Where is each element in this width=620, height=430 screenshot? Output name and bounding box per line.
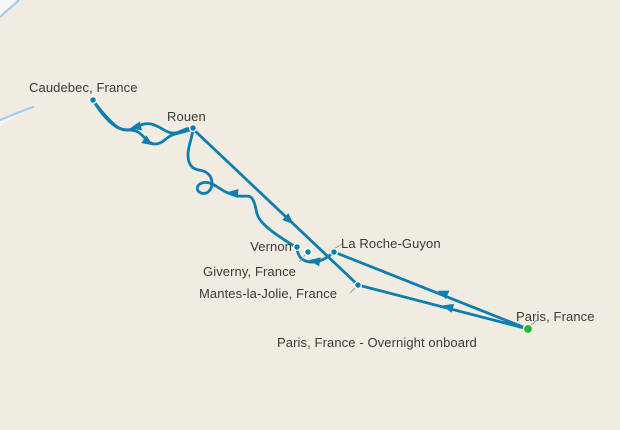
segment-vernon-laroche bbox=[295, 246, 336, 264]
marker-caudebec[interactable] bbox=[88, 95, 98, 105]
marker-paris-start[interactable] bbox=[522, 323, 534, 335]
segment-vernon-rouen bbox=[186, 127, 299, 250]
arrow-upper-paris-line bbox=[437, 290, 450, 300]
leader-giverny bbox=[298, 254, 306, 263]
water-area bbox=[0, 0, 35, 126]
label-paris: Paris, France bbox=[516, 309, 595, 324]
leader-paris bbox=[530, 319, 538, 326]
label-giverny: Giverny, France bbox=[203, 264, 297, 279]
arrow-to-vernon bbox=[309, 257, 321, 267]
segment-mantes-paris bbox=[356, 283, 530, 331]
arrow-meander-west bbox=[227, 189, 239, 199]
segment-rouen-mantes bbox=[191, 127, 360, 287]
route-path bbox=[91, 98, 530, 331]
leader-mantes bbox=[349, 287, 356, 294]
marker-la-roche-guyon[interactable] bbox=[329, 247, 339, 257]
arrow-to-rouen bbox=[141, 135, 154, 146]
label-mantes-la-jolie: Mantes-la-Jolie, France bbox=[199, 286, 338, 301]
label-rouen: Rouen bbox=[167, 109, 206, 124]
marker-rouen[interactable] bbox=[188, 123, 198, 133]
label-leader-lines bbox=[298, 243, 538, 326]
marker-mantes-la-jolie[interactable] bbox=[353, 280, 363, 290]
arrow-southeast bbox=[282, 213, 294, 225]
marker-vernon[interactable] bbox=[292, 242, 302, 252]
arrow-lower-paris-line bbox=[442, 303, 455, 313]
segment-laroche-paris bbox=[332, 250, 530, 331]
marker-giverny[interactable] bbox=[303, 247, 313, 257]
route-direction-arrows bbox=[130, 121, 455, 313]
label-la-roche-guyon: La Roche-Guyon bbox=[341, 236, 441, 251]
stop-markers bbox=[88, 95, 534, 335]
label-paris-overnight: Paris, France - Overnight onboard bbox=[277, 335, 477, 350]
leader-laroche bbox=[333, 243, 343, 250]
arrow-to-caudebec bbox=[130, 121, 142, 131]
label-caudebec: Caudebec, France bbox=[29, 80, 138, 95]
label-vernon: Vernon bbox=[250, 239, 292, 254]
